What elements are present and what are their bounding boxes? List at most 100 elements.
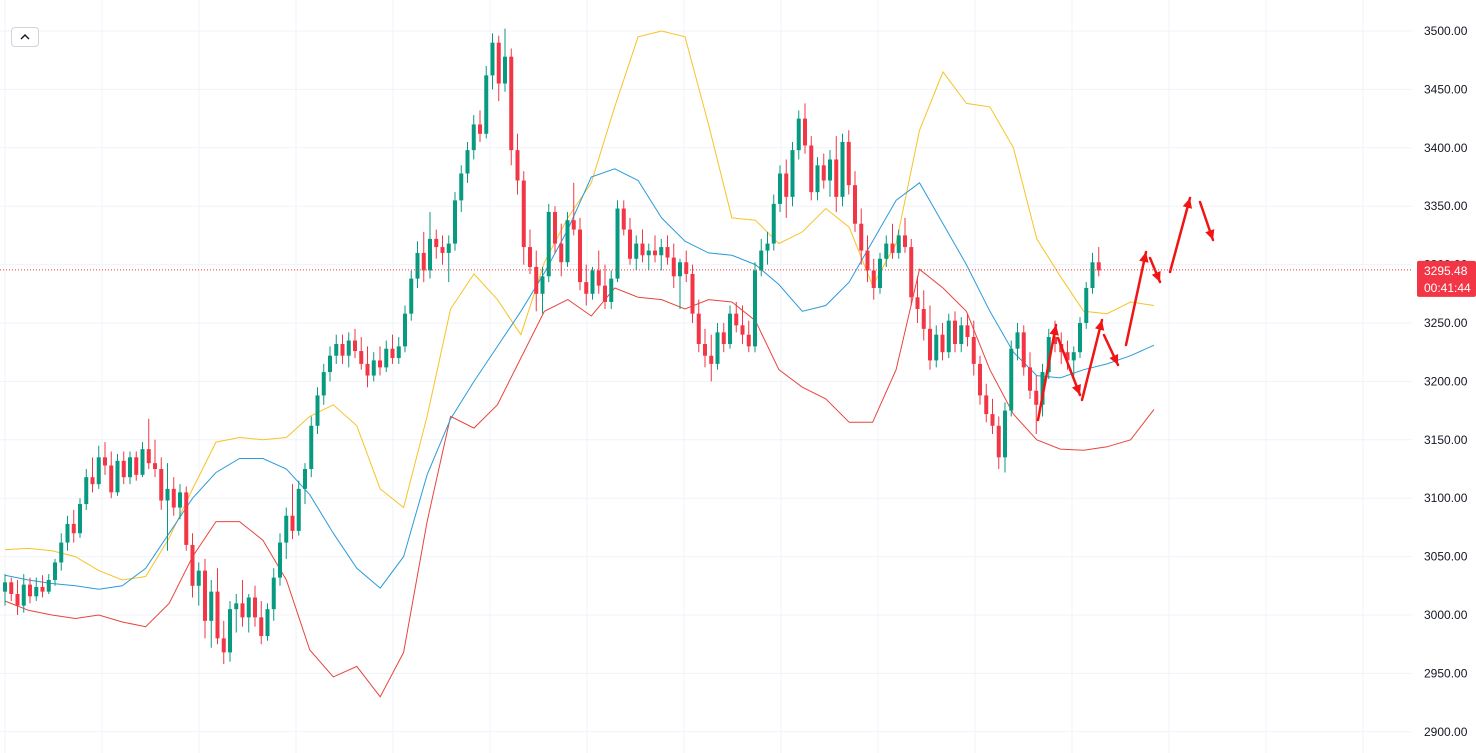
candle[interactable] <box>28 577 32 604</box>
candle[interactable] <box>790 141 795 207</box>
candle[interactable] <box>621 200 626 236</box>
middle-band-line[interactable] <box>4 168 1155 590</box>
candle[interactable] <box>378 346 382 376</box>
candle[interactable] <box>178 484 182 520</box>
candle[interactable] <box>765 231 770 265</box>
annotation-arrow[interactable] <box>1036 323 1059 422</box>
candle[interactable] <box>153 439 157 478</box>
candle[interactable] <box>628 217 632 265</box>
candle[interactable] <box>653 235 657 263</box>
candle[interactable] <box>971 320 976 376</box>
candle[interactable] <box>578 217 582 291</box>
candle[interactable] <box>534 250 539 312</box>
candle[interactable] <box>265 603 270 641</box>
candle[interactable] <box>134 451 139 481</box>
candle[interactable] <box>640 229 645 263</box>
candle[interactable] <box>940 323 945 361</box>
candle[interactable] <box>428 212 432 279</box>
candle[interactable] <box>196 562 201 606</box>
candle[interactable] <box>203 558 207 639</box>
candle[interactable] <box>509 48 514 166</box>
candle[interactable] <box>1046 328 1051 380</box>
candle[interactable] <box>565 212 570 267</box>
candle[interactable] <box>846 130 851 195</box>
candle[interactable] <box>728 305 732 349</box>
candle[interactable] <box>328 346 332 382</box>
candle[interactable] <box>671 243 676 288</box>
candle[interactable] <box>1078 317 1082 359</box>
candle[interactable] <box>215 568 220 645</box>
candle[interactable] <box>246 593 251 633</box>
candle[interactable] <box>784 159 789 218</box>
candle[interactable] <box>53 558 57 586</box>
candle[interactable] <box>546 203 551 283</box>
price-axis[interactable]: 2900.00 2950.00 3000.00 3050.00 3100.00 3150.… <box>1424 24 1468 739</box>
candle[interactable] <box>96 445 101 489</box>
candle[interactable] <box>340 334 345 364</box>
candle[interactable] <box>221 620 226 665</box>
candle[interactable] <box>115 453 120 496</box>
candle[interactable] <box>953 311 957 353</box>
annotation-arrow[interactable] <box>1198 200 1215 242</box>
candle[interactable] <box>1071 346 1076 376</box>
candle[interactable] <box>715 323 720 370</box>
candle[interactable] <box>15 579 20 615</box>
candle[interactable] <box>171 477 176 516</box>
candle[interactable] <box>103 442 107 475</box>
candle[interactable] <box>1015 323 1020 361</box>
candle[interactable] <box>46 574 51 594</box>
candle[interactable] <box>559 223 564 277</box>
candle[interactable] <box>1034 375 1039 434</box>
candle[interactable] <box>446 235 451 283</box>
candle[interactable] <box>771 194 776 251</box>
candle[interactable] <box>290 484 295 540</box>
candle[interactable] <box>9 577 14 601</box>
candle[interactable] <box>603 264 607 309</box>
annotation-arrow[interactable] <box>1080 318 1105 402</box>
candle[interactable] <box>828 150 832 197</box>
candle[interactable] <box>609 270 614 309</box>
candle[interactable] <box>721 323 726 353</box>
candle[interactable] <box>540 266 545 314</box>
candle[interactable] <box>946 313 951 359</box>
candle[interactable] <box>284 507 289 559</box>
candle[interactable] <box>346 332 351 368</box>
candle[interactable] <box>303 463 307 505</box>
candle[interactable] <box>934 325 939 368</box>
candle[interactable] <box>159 457 164 510</box>
candle[interactable] <box>146 418 151 469</box>
candle[interactable] <box>59 533 64 571</box>
candle[interactable] <box>3 574 7 606</box>
candle[interactable] <box>190 533 195 598</box>
candle[interactable] <box>65 515 70 551</box>
candle[interactable] <box>528 229 532 274</box>
candle[interactable] <box>709 334 714 382</box>
candle[interactable] <box>478 110 482 142</box>
candle[interactable] <box>140 442 145 478</box>
candle[interactable] <box>865 235 870 283</box>
candle[interactable] <box>440 235 445 265</box>
candle[interactable] <box>696 299 701 353</box>
candle[interactable] <box>315 387 320 434</box>
candle[interactable] <box>503 28 507 92</box>
candle[interactable] <box>840 133 845 207</box>
candle[interactable] <box>659 238 664 271</box>
candle[interactable] <box>796 110 801 160</box>
candle[interactable] <box>21 574 26 613</box>
candle[interactable] <box>903 217 907 253</box>
candle[interactable] <box>734 301 739 333</box>
candle[interactable] <box>853 171 857 232</box>
candle[interactable] <box>834 136 839 213</box>
candle[interactable] <box>996 416 1001 469</box>
candle[interactable] <box>371 352 376 382</box>
collapse-legend-button[interactable] <box>11 27 39 47</box>
candle[interactable] <box>921 290 926 341</box>
candle[interactable] <box>1028 352 1032 399</box>
candle[interactable] <box>1021 325 1026 376</box>
candle[interactable] <box>296 480 301 536</box>
candle[interactable] <box>365 346 370 388</box>
candle[interactable] <box>421 231 426 283</box>
candle[interactable] <box>596 250 601 294</box>
